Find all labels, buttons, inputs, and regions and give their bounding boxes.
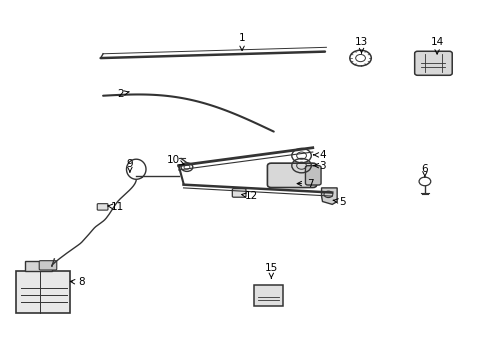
FancyBboxPatch shape bbox=[97, 204, 108, 210]
Text: 3: 3 bbox=[313, 161, 325, 171]
FancyBboxPatch shape bbox=[39, 261, 57, 270]
FancyBboxPatch shape bbox=[25, 261, 52, 271]
Text: 13: 13 bbox=[354, 37, 367, 53]
Text: 14: 14 bbox=[429, 37, 443, 54]
Text: 9: 9 bbox=[126, 159, 133, 172]
Text: 6: 6 bbox=[421, 164, 427, 177]
Text: 4: 4 bbox=[313, 150, 325, 160]
Text: 1: 1 bbox=[238, 33, 245, 50]
Text: 10: 10 bbox=[167, 155, 183, 165]
FancyBboxPatch shape bbox=[305, 166, 321, 185]
Text: 5: 5 bbox=[332, 197, 345, 207]
Polygon shape bbox=[321, 188, 336, 204]
Text: 15: 15 bbox=[264, 263, 277, 278]
FancyBboxPatch shape bbox=[267, 163, 316, 188]
FancyBboxPatch shape bbox=[254, 285, 282, 306]
Text: 2: 2 bbox=[117, 89, 129, 99]
Text: 12: 12 bbox=[241, 191, 258, 201]
Text: 7: 7 bbox=[297, 179, 313, 189]
FancyBboxPatch shape bbox=[232, 189, 245, 197]
Text: 11: 11 bbox=[108, 202, 124, 212]
FancyBboxPatch shape bbox=[414, 51, 451, 75]
FancyBboxPatch shape bbox=[16, 271, 70, 313]
Text: 8: 8 bbox=[70, 277, 84, 287]
